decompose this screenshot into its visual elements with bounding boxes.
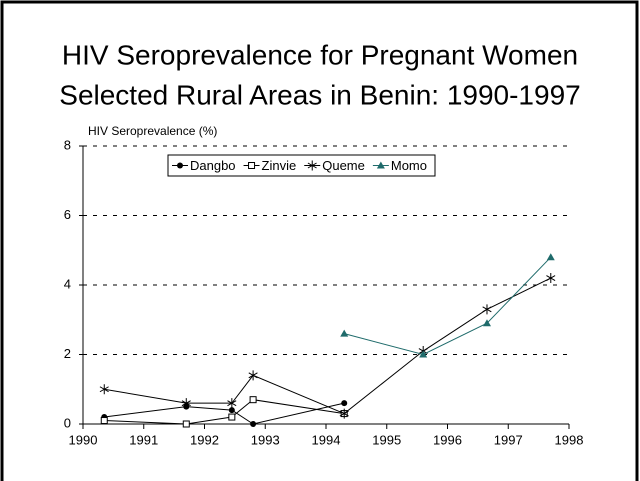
- chart-title: HIV Seroprevalence for Pregnant Women: [62, 39, 578, 70]
- marker: [376, 161, 385, 169]
- marker: [249, 396, 257, 404]
- y-tick-label: 8: [64, 137, 71, 152]
- x-tick-label: 1998: [555, 432, 584, 447]
- marker: [341, 400, 348, 407]
- x-tick-label: 1994: [312, 432, 341, 447]
- marker: [482, 319, 491, 327]
- marker: [339, 408, 349, 419]
- x-tick-label: 1995: [372, 432, 401, 447]
- legend-box: [167, 154, 436, 177]
- marker: [248, 162, 256, 169]
- y-tick-label: 6: [64, 207, 71, 222]
- chart-title: Selected Rural Areas in Benin: 1990-1997: [59, 79, 580, 110]
- marker: [228, 413, 236, 421]
- marker: [546, 273, 556, 284]
- marker: [228, 407, 235, 414]
- legend-label: Zinvie: [262, 158, 297, 173]
- legend-label: Queme: [322, 158, 365, 173]
- marker: [340, 329, 349, 337]
- y-axis-label: HIV Seroprevalence (%): [88, 124, 217, 138]
- legend-label: Dangbo: [190, 158, 236, 173]
- series-line: [104, 402, 345, 425]
- marker: [546, 253, 555, 261]
- x-tick-label: 1991: [129, 432, 158, 447]
- marker: [227, 398, 237, 409]
- y-tick-label: 0: [64, 415, 71, 430]
- marker: [248, 370, 258, 381]
- y-tick-label: 4: [64, 276, 71, 291]
- series-line: [104, 277, 551, 415]
- y-tick-label: 2: [64, 346, 71, 361]
- marker: [307, 160, 317, 171]
- marker: [482, 304, 492, 315]
- marker: [250, 421, 257, 427]
- legend-label: Momo: [391, 158, 427, 173]
- x-tick-label: 1996: [433, 432, 462, 447]
- x-tick-label: 1992: [190, 432, 219, 447]
- marker: [182, 420, 190, 428]
- x-tick-label: 1997: [494, 432, 523, 447]
- marker: [99, 384, 109, 395]
- x-tick-label: 1993: [251, 432, 280, 447]
- series-line: [344, 256, 552, 356]
- marker: [419, 350, 428, 358]
- marker: [100, 417, 108, 425]
- x-tick-label: 1990: [69, 432, 98, 447]
- marker: [177, 162, 183, 169]
- marker: [181, 398, 191, 409]
